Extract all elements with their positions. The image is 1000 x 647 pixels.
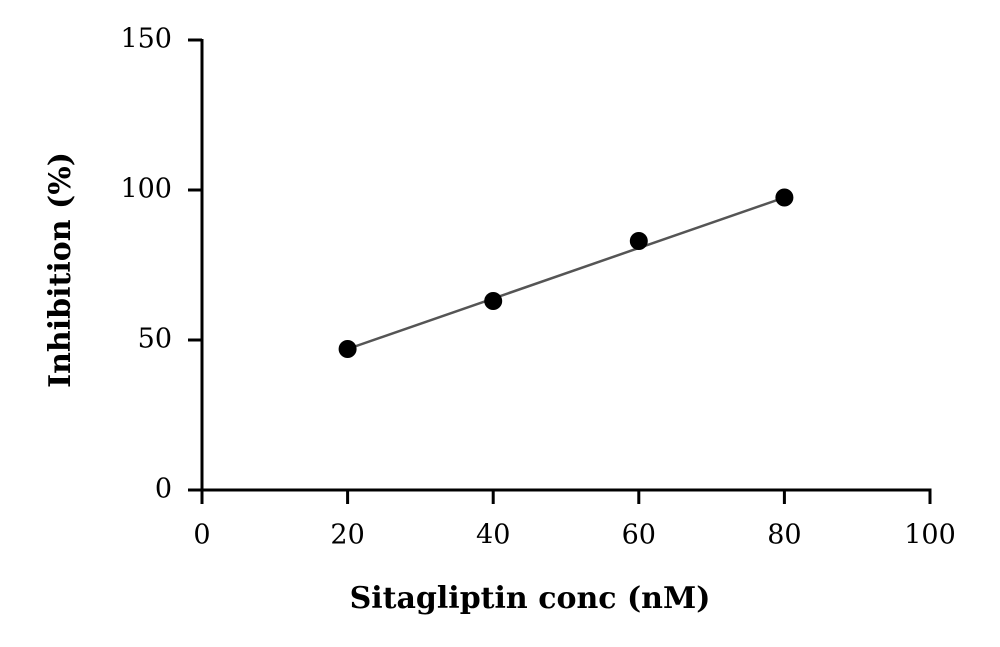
data-point: [775, 188, 794, 207]
x-tick-label: 100: [904, 520, 956, 551]
data-point: [629, 232, 648, 250]
fit-line: [347, 196, 785, 351]
x-tick-label: 40: [476, 520, 510, 551]
x-tick-label: 60: [622, 520, 656, 551]
y-tick-label: 50: [138, 324, 172, 355]
data-point: [484, 292, 503, 310]
y-tick-label: 100: [120, 174, 172, 205]
x-tick-label: 0: [193, 520, 210, 551]
x-tick-label: 80: [767, 520, 801, 551]
data-point: [338, 340, 357, 358]
x-axis-title: Sitagliptin conc (nM): [350, 581, 711, 616]
y-axis-title: Inhibition (%): [43, 152, 78, 388]
x-tick-label: 20: [330, 520, 364, 551]
y-tick-label: 150: [120, 24, 172, 55]
y-tick-label: 0: [155, 474, 172, 505]
